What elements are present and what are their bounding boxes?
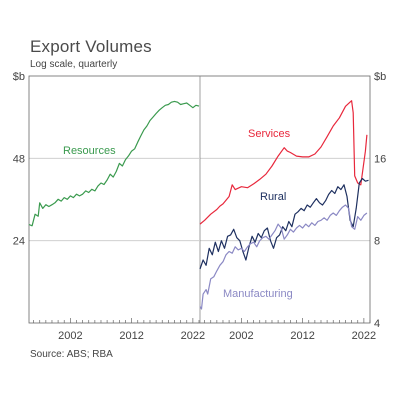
y-tick-label-left-24: 24 (13, 236, 25, 248)
y-unit-label-right: $b (374, 71, 386, 83)
x-tick-label-left-2002: 2002 (58, 330, 82, 342)
y-tick-label-right-4: 4 (374, 318, 380, 330)
series-label-services: Services (248, 128, 291, 140)
series-label-rural: Rural (260, 191, 286, 203)
y-tick-label-right-8: 8 (374, 236, 380, 248)
y-unit-label-left: $b (13, 71, 25, 83)
series-line-services (199, 100, 368, 225)
series-label-resources: Resources (63, 145, 116, 157)
series-line-rural (199, 177, 369, 270)
chart-frame (28, 75, 371, 324)
plot-frame (28, 75, 371, 324)
chart-subtitle: Log scale, quarterly (30, 59, 118, 70)
x-tick-label-right-2022: 2022 (352, 330, 376, 342)
x-tick-label-left-2012: 2012 (119, 330, 143, 342)
gridlines (29, 157, 370, 242)
x-tick-label-left-2022: 2022 (181, 330, 205, 342)
chart-title: Export Volumes (30, 37, 152, 56)
series-line-resources (28, 100, 200, 227)
y-tick-label-left-48: 48 (13, 153, 25, 165)
series-lines (28, 100, 369, 310)
series-line-manufacturing (199, 204, 368, 310)
x-tick-label-right-2002: 2002 (229, 330, 253, 342)
source-note: Source: ABS; RBA (30, 349, 113, 360)
y-tick-label-right-16: 16 (374, 153, 386, 165)
x-tick-label-right-2012: 2012 (290, 330, 314, 342)
series-label-manufacturing: Manufacturing (223, 288, 293, 300)
